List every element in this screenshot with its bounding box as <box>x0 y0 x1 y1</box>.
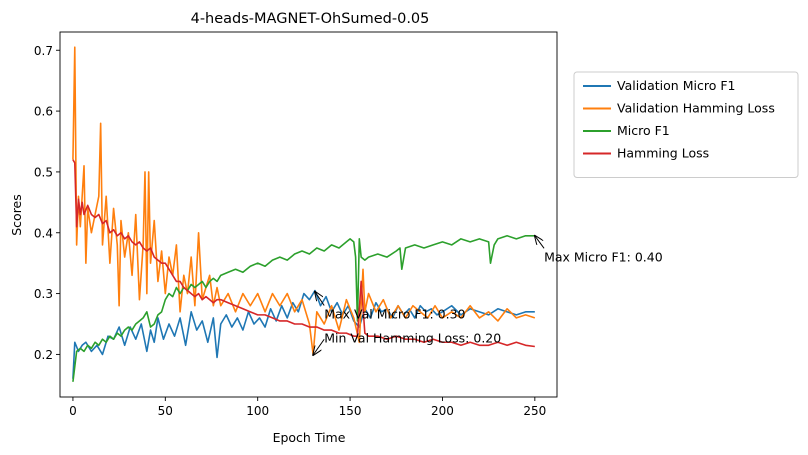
legend-entry: Hamming Loss <box>617 146 709 161</box>
series-line-1 <box>72 46 536 356</box>
legend-entry: Validation Hamming Loss <box>617 101 775 116</box>
annotation-label: Max Micro F1: 0.40 <box>544 249 663 264</box>
legend-entry: Validation Micro F1 <box>617 78 735 93</box>
x-axis: 0 50 100 150 200 250 <box>69 397 546 418</box>
y-tick-label: 0.6 <box>34 105 53 119</box>
legend: Validation Micro F1 Validation Hamming Lo… <box>573 71 799 178</box>
series-line-0 <box>72 289 535 379</box>
legend-frame <box>573 71 799 178</box>
x-tick-label: 50 <box>158 404 173 418</box>
chart-title: 4-heads-MAGNET-OhSumed-0.05 <box>191 11 430 27</box>
y-tick-label: 0.4 <box>34 226 53 240</box>
annotation-label: Max Val Micro F1: 0.30 <box>324 307 465 322</box>
plot-frame <box>59 31 558 398</box>
y-tick-label: 0.2 <box>34 348 53 362</box>
annotation-arrow <box>535 236 545 249</box>
y-tick-label: 0.5 <box>34 165 53 179</box>
legend-entry: Micro F1 <box>617 123 670 138</box>
x-tick-label: 200 <box>431 404 454 418</box>
annotation-arrow <box>313 338 325 355</box>
y-tick-label: 0.7 <box>34 44 53 58</box>
series-line-2 <box>72 234 535 382</box>
y-axis: 0.2 0.3 0.4 0.5 0.6 0.7 <box>34 44 60 362</box>
x-axis-label: Epoch Time <box>273 430 346 445</box>
annotation-arrow <box>315 292 325 306</box>
x-tick-label: 0 <box>69 404 77 418</box>
x-tick-label: 100 <box>246 404 269 418</box>
y-axis-label: Scores <box>9 194 24 236</box>
y-tick-label: 0.3 <box>34 287 53 301</box>
annotation-label: Min Val Hamming Loss: 0.20 <box>324 330 501 345</box>
x-tick-label: 150 <box>339 404 362 418</box>
series-line-3 <box>72 159 535 348</box>
plot-area <box>72 46 536 382</box>
annotations: Max Micro F1: 0.40 Max Val Micro F1: 0.30… <box>313 236 663 355</box>
x-tick-label: 250 <box>523 404 546 418</box>
